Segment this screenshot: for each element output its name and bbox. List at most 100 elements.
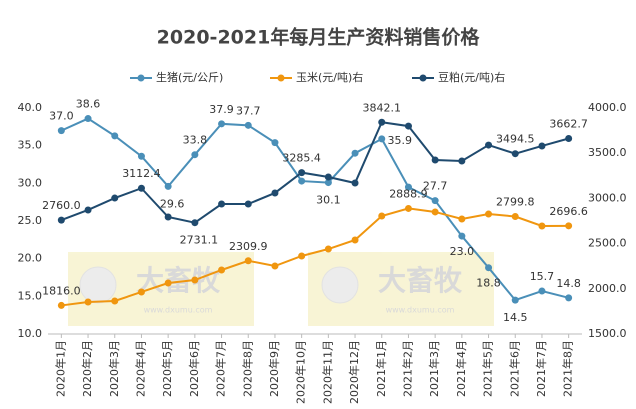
data-point xyxy=(84,298,92,306)
data-point xyxy=(378,118,386,126)
data-label: 2309.9 xyxy=(229,240,268,253)
data-point xyxy=(137,184,145,192)
data-point xyxy=(137,288,145,296)
data-point xyxy=(271,262,279,270)
data-label: 2731.1 xyxy=(180,234,219,247)
data-point xyxy=(164,182,172,190)
x-tick-label: 2020年6月 xyxy=(187,340,201,397)
data-point xyxy=(271,189,279,197)
data-point xyxy=(324,245,332,253)
series-line xyxy=(60,117,569,302)
data-point xyxy=(84,115,92,123)
watermark-logo xyxy=(321,266,359,304)
x-tick-label: 2021年6月 xyxy=(507,340,521,397)
data-label: 14.5 xyxy=(503,311,528,324)
y2-tick-label: 1500.0 xyxy=(588,327,627,340)
x-tick-label: 2021年8月 xyxy=(561,340,575,397)
data-point xyxy=(511,296,519,304)
legend-marker xyxy=(277,74,285,82)
y-tick-label: 10.0 xyxy=(18,327,43,340)
x-tick-label: 2021年1月 xyxy=(374,340,388,397)
data-label: 38.6 xyxy=(76,98,101,111)
y2-tick-label: 3500.0 xyxy=(588,146,627,159)
data-point xyxy=(511,212,519,220)
data-point xyxy=(191,276,199,284)
data-label: 29.6 xyxy=(160,197,185,210)
data-label: 35.9 xyxy=(388,134,413,147)
data-label: 3662.7 xyxy=(549,117,588,130)
x-tick-label: 2021年4月 xyxy=(454,340,468,397)
data-label: 23.0 xyxy=(450,245,475,258)
data-point xyxy=(137,152,145,160)
y-tick-label: 25.0 xyxy=(18,214,43,227)
data-point xyxy=(511,150,519,158)
data-point xyxy=(324,173,332,181)
x-tick-label: 2020年7月 xyxy=(214,340,228,397)
data-point xyxy=(191,219,199,227)
legend-marker xyxy=(137,74,145,82)
y2-tick-label: 2500.0 xyxy=(588,237,627,250)
data-point xyxy=(538,142,546,150)
data-point xyxy=(57,216,65,224)
data-point xyxy=(84,206,92,214)
x-tick-label: 2020年2月 xyxy=(80,340,94,397)
data-point xyxy=(351,149,359,157)
data-label: 37.0 xyxy=(49,110,74,123)
series-line xyxy=(60,121,569,224)
data-point xyxy=(485,264,493,272)
watermark-url: www.dxumu.com xyxy=(144,306,213,315)
watermark-text: 大畜牧 xyxy=(136,264,221,297)
data-label: 3285.4 xyxy=(282,152,321,165)
data-point xyxy=(244,121,252,129)
data-point xyxy=(57,127,65,135)
x-tick-label: 2020年10月 xyxy=(294,340,308,404)
y2-tick-label: 3000.0 xyxy=(588,191,627,204)
data-point xyxy=(458,232,466,240)
data-point xyxy=(111,297,119,305)
y-tick-label: 40.0 xyxy=(18,101,43,114)
x-tick-label: 2020年4月 xyxy=(133,340,147,397)
data-point xyxy=(298,177,306,185)
data-label: 3842.1 xyxy=(363,101,402,114)
data-point xyxy=(485,210,493,218)
data-label: 15.7 xyxy=(530,270,555,283)
y2-tick-label: 2000.0 xyxy=(588,282,627,295)
data-point xyxy=(431,156,439,164)
watermark-text: 大畜牧 xyxy=(378,264,463,297)
x-tick-label: 2020年11月 xyxy=(320,340,334,404)
data-point xyxy=(538,287,546,295)
data-point xyxy=(431,208,439,216)
watermark: 大畜牧 www.dxumu.com 大畜牧 www.dxumu.com xyxy=(68,252,494,326)
data-point xyxy=(271,139,279,147)
y-tick-label: 30.0 xyxy=(18,176,43,189)
y2-tick-label: 4000.0 xyxy=(588,101,627,114)
data-point xyxy=(244,200,252,208)
x-tick-label: 2020年12月 xyxy=(347,340,361,404)
data-point xyxy=(404,183,412,191)
data-label: 2888.9 xyxy=(389,187,428,200)
x-tick-label: 2021年5月 xyxy=(481,340,495,397)
x-tick-label: 2020年1月 xyxy=(53,340,67,397)
y-tick-label: 35.0 xyxy=(18,139,43,152)
x-tick-label: 2021年2月 xyxy=(400,340,414,397)
data-point xyxy=(164,279,172,287)
watermark-url: www.dxumu.com xyxy=(386,306,455,315)
watermark-logo xyxy=(79,266,117,304)
data-point xyxy=(565,222,573,230)
legend-marker xyxy=(419,74,427,82)
data-label: 3494.5 xyxy=(496,133,535,146)
data-label: 18.8 xyxy=(476,277,501,290)
data-point xyxy=(538,222,546,230)
data-point xyxy=(485,141,493,149)
data-label: 3112.4 xyxy=(122,167,161,180)
data-label: 33.8 xyxy=(183,134,208,147)
x-tick-label: 2020年5月 xyxy=(160,340,174,397)
data-label: 2799.8 xyxy=(496,195,535,208)
data-point xyxy=(351,236,359,244)
data-point xyxy=(298,252,306,260)
data-point xyxy=(191,151,199,159)
data-point xyxy=(164,213,172,221)
data-point xyxy=(565,294,573,302)
data-point xyxy=(218,120,226,128)
